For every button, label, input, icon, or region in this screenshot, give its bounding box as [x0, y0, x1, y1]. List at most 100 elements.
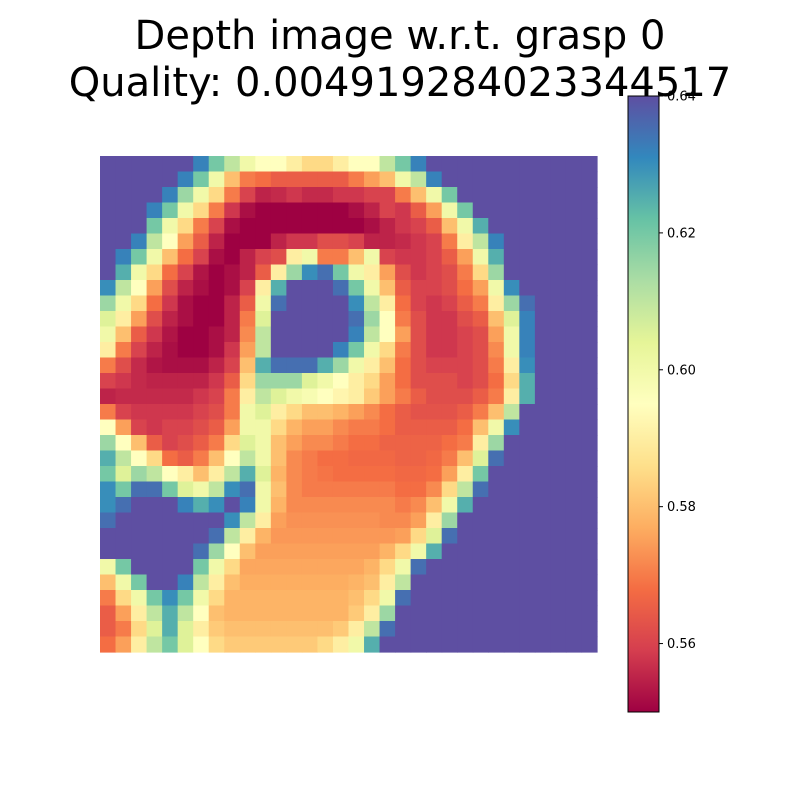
heatmap-cell [426, 156, 443, 173]
heatmap-cell [286, 497, 303, 514]
heatmap-cell [317, 574, 334, 591]
heatmap-cell [208, 590, 225, 607]
heatmap-cell [395, 559, 412, 576]
heatmap-cell [224, 342, 241, 359]
heatmap-cell [503, 295, 520, 312]
heatmap-cell [348, 559, 365, 576]
heatmap-cell [426, 512, 443, 529]
heatmap-cell [270, 280, 287, 297]
heatmap-cell [472, 326, 489, 343]
heatmap-cell [332, 187, 350, 204]
heatmap-cell [488, 419, 505, 436]
heatmap-cell [270, 311, 287, 328]
heatmap-cell [348, 171, 365, 188]
heatmap-cell [379, 605, 396, 622]
heatmap-cell [162, 419, 179, 436]
heatmap-cell [193, 543, 210, 560]
heatmap-cell [317, 621, 334, 638]
heatmap-cell [332, 574, 350, 591]
heatmap-cell [457, 326, 474, 343]
heatmap-cell [581, 187, 598, 204]
heatmap-cell [395, 218, 412, 235]
heatmap-cell [224, 264, 241, 281]
heatmap-cell [348, 435, 365, 452]
heatmap-cell [255, 528, 272, 545]
heatmap-cell [224, 218, 241, 235]
heatmap-cell [410, 187, 427, 204]
heatmap-cell [193, 264, 210, 281]
heatmap-cell [255, 543, 272, 560]
heatmap-cell [301, 156, 319, 173]
heatmap-cell [395, 450, 412, 467]
heatmap-cell [503, 605, 520, 622]
heatmap-cell [115, 512, 132, 529]
heatmap-cell [472, 450, 489, 467]
heatmap-cell [332, 497, 350, 514]
heatmap-cell [286, 342, 303, 359]
heatmap-cell [317, 249, 334, 266]
heatmap-cell [224, 605, 241, 622]
chart-title-line-1: Depth image w.r.t. grasp 0 [134, 13, 666, 59]
heatmap-cell [162, 450, 179, 467]
heatmap-cell [472, 171, 489, 188]
heatmap-cell [255, 342, 272, 359]
heatmap-cell [395, 280, 412, 297]
heatmap-cell [286, 202, 303, 219]
heatmap-cell [115, 450, 132, 467]
heatmap-cell [364, 605, 381, 622]
heatmap-cell [534, 512, 552, 529]
heatmap-cell [115, 264, 132, 281]
heatmap-cell [379, 621, 396, 638]
heatmap-cell [441, 388, 458, 405]
heatmap-cell [301, 249, 319, 266]
heatmap-cell [255, 404, 272, 421]
heatmap-cell [550, 419, 567, 436]
heatmap-cell [286, 171, 303, 188]
heatmap-cell [534, 187, 552, 204]
heatmap-cell [565, 295, 583, 312]
heatmap-cell [488, 559, 505, 576]
heatmap-cell [255, 326, 272, 343]
heatmap-cell [534, 295, 552, 312]
heatmap-cell [100, 187, 117, 204]
heatmap-cell [488, 435, 505, 452]
heatmap-cell [581, 171, 598, 188]
heatmap-cell [100, 481, 117, 498]
heatmap-cell [379, 543, 396, 560]
heatmap-cell [270, 621, 287, 638]
heatmap-cell [208, 264, 225, 281]
heatmap-cell [131, 171, 148, 188]
heatmap-cell [550, 435, 567, 452]
heatmap-cell [472, 590, 489, 607]
heatmap-cell [488, 574, 505, 591]
heatmap-cell [581, 373, 598, 390]
heatmap-cell [519, 419, 536, 436]
heatmap-cell [565, 621, 583, 638]
heatmap-cell [503, 171, 520, 188]
heatmap-cell [100, 497, 117, 514]
heatmap-cell [488, 295, 505, 312]
heatmap-cell [286, 559, 303, 576]
heatmap-cell [177, 450, 194, 467]
heatmap-cell [457, 528, 474, 545]
heatmap-cell [208, 450, 225, 467]
heatmap-cell [565, 388, 583, 405]
heatmap-cell [146, 187, 163, 204]
heatmap-cell [395, 373, 412, 390]
heatmap-cell [426, 202, 443, 219]
heatmap-cell [286, 404, 303, 421]
heatmap-cell [503, 264, 520, 281]
heatmap-cell [131, 156, 148, 173]
heatmap-cell [146, 497, 163, 514]
heatmap-cell [286, 264, 303, 281]
heatmap-cell [193, 404, 210, 421]
heatmap-cell [115, 187, 132, 204]
heatmap-cell [286, 481, 303, 498]
heatmap-cell [224, 419, 241, 436]
heatmap-cell [565, 466, 583, 483]
heatmap-cell [503, 574, 520, 591]
heatmap-cell [457, 435, 474, 452]
heatmap-cell [146, 264, 163, 281]
heatmap-cell [115, 497, 132, 514]
heatmap-cell [472, 559, 489, 576]
